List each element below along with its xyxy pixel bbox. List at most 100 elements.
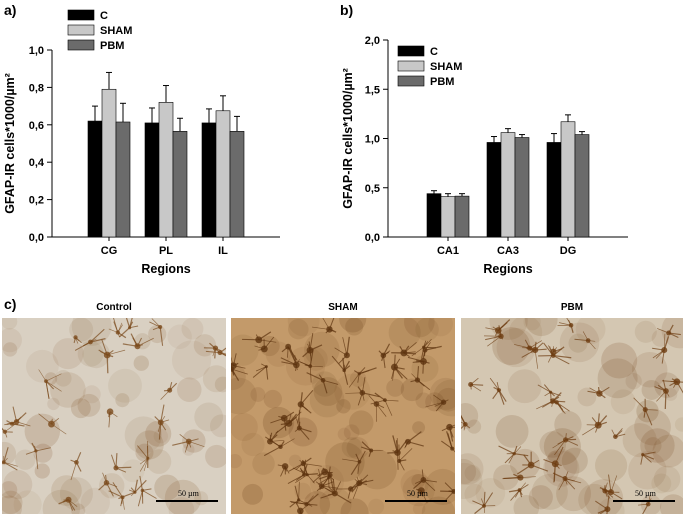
astrocyte-process: [70, 462, 77, 481]
micrograph-control: 50 µm: [2, 318, 226, 514]
bar-sham-ca3: [500, 132, 516, 238]
astrocyte-process: [186, 441, 190, 449]
legend-label-sham: SHAM: [100, 25, 132, 37]
astrocyte-process: [306, 372, 324, 381]
bar-sham-il: [215, 110, 231, 238]
tissue-blotch: [641, 379, 662, 400]
astrocyte-process: [296, 418, 300, 429]
astrocyte-process: [3, 447, 9, 463]
astrocyte-process: [350, 480, 368, 490]
astrocyte-process: [125, 318, 131, 328]
bar-pbm-ca3: [514, 137, 530, 238]
astrocyte-process: [289, 347, 297, 365]
astrocyte-process: [399, 346, 405, 354]
tissue-blotch: [634, 320, 657, 343]
astrocyte-process: [342, 337, 348, 356]
astrocyte-process: [70, 459, 77, 463]
astrocyte-process: [411, 347, 424, 357]
astrocyte-process: [530, 459, 540, 466]
astrocyte-process: [640, 454, 644, 465]
astrocyte-process: [297, 404, 302, 424]
tissue-background: [231, 318, 455, 514]
astrocyte-process: [303, 463, 322, 467]
astrocyte-process: [541, 400, 554, 408]
astrocyte-process: [381, 355, 384, 362]
tissue-blotch: [466, 419, 482, 434]
tissue-blotch: [495, 414, 529, 448]
tissue-blotch: [464, 483, 486, 505]
astrocyte-process: [346, 336, 350, 356]
legend-swatch-pbm: [67, 39, 95, 51]
astrocyte-process: [122, 343, 138, 347]
tissue-blotch: [167, 324, 192, 349]
tissue-blotch: [82, 385, 101, 404]
astrocyte-process: [258, 331, 272, 341]
astrocyte-process: [407, 431, 422, 443]
tissue-blotch: [622, 423, 657, 458]
astrocyte-process: [309, 344, 323, 351]
astrocyte-process: [334, 481, 342, 494]
bar-pbm-dg: [574, 134, 590, 238]
astrocyte-process: [284, 466, 287, 472]
astrocyte-process: [449, 426, 455, 428]
astrocyte-process: [554, 439, 566, 456]
astrocyte-process: [343, 370, 349, 385]
astrocyte-process: [357, 373, 360, 383]
bar-chart-a: 0,0 0,2 0,4 0,6 0,8 1,0 GFAP-IR cells*1000/µm²…: [3, 9, 280, 276]
bar-c-il: [201, 122, 217, 238]
astrocyte-process: [604, 482, 608, 492]
astrocyte-process: [394, 366, 405, 370]
tissue-blotch: [461, 462, 483, 500]
astrocyte-process: [160, 404, 165, 423]
astrocyte-process: [143, 458, 149, 471]
tissue-blotch: [115, 393, 130, 408]
astrocyte-process: [299, 510, 303, 514]
astrocyte-process: [328, 466, 331, 478]
tissue-blotch: [525, 318, 558, 337]
micrograph-control-image: [2, 318, 226, 514]
tissue-blotch: [82, 340, 110, 369]
y-tick-label: 1,5: [365, 84, 380, 96]
astrocyte-process: [353, 370, 360, 375]
astrocyte-process: [498, 389, 505, 405]
astrocyte-process: [129, 318, 133, 328]
astrocyte-process: [281, 361, 297, 366]
astrocyte-process: [398, 448, 413, 462]
astrocyte-process: [142, 489, 157, 499]
astrocyte-process: [322, 318, 330, 330]
astrocyte-process: [553, 348, 563, 353]
astrocyte-process: [604, 490, 611, 499]
tissue-blotch: [182, 443, 195, 456]
bar-pbm-il: [229, 131, 245, 238]
astrocyte-process: [378, 350, 384, 356]
astrocyte-process: [334, 492, 352, 504]
legend-swatch-c: [397, 45, 425, 57]
astrocyte-process: [254, 345, 265, 350]
astrocyte-process: [6, 421, 17, 425]
astrocyte-process: [25, 450, 37, 455]
astrocyte-process: [597, 415, 608, 426]
legend-label-pbm: PBM: [100, 40, 124, 52]
astrocyte-process: [449, 424, 455, 428]
astrocyte-process: [642, 503, 649, 514]
astrocyte-process: [534, 341, 537, 351]
astrocyte-process: [342, 458, 360, 463]
astrocyte-process: [152, 326, 161, 331]
tissue-blotch: [134, 430, 164, 460]
bar-chart-b: 0,0 0,5 1,0 1,5 2,0 GFAP-IR cells*1000/µm² CA1…: [341, 35, 628, 276]
tissue-blotch: [415, 392, 432, 409]
astrocyte-process: [298, 427, 310, 440]
astrocyte-process: [668, 332, 681, 336]
tissue-blotch: [345, 318, 364, 336]
astrocyte-process: [508, 489, 520, 493]
astrocyte-process: [597, 386, 601, 394]
tissue-blotch: [412, 502, 426, 514]
micrograph-sham: 50 µm: [231, 318, 455, 514]
tissue-blotch: [461, 453, 484, 485]
astrocyte-process: [300, 469, 308, 476]
astrocyte-process: [423, 346, 436, 349]
tissue-blotch: [559, 322, 600, 363]
astrocyte-process: [296, 364, 298, 371]
astrocyte-process: [73, 337, 77, 344]
astrocyte-process: [137, 337, 143, 347]
